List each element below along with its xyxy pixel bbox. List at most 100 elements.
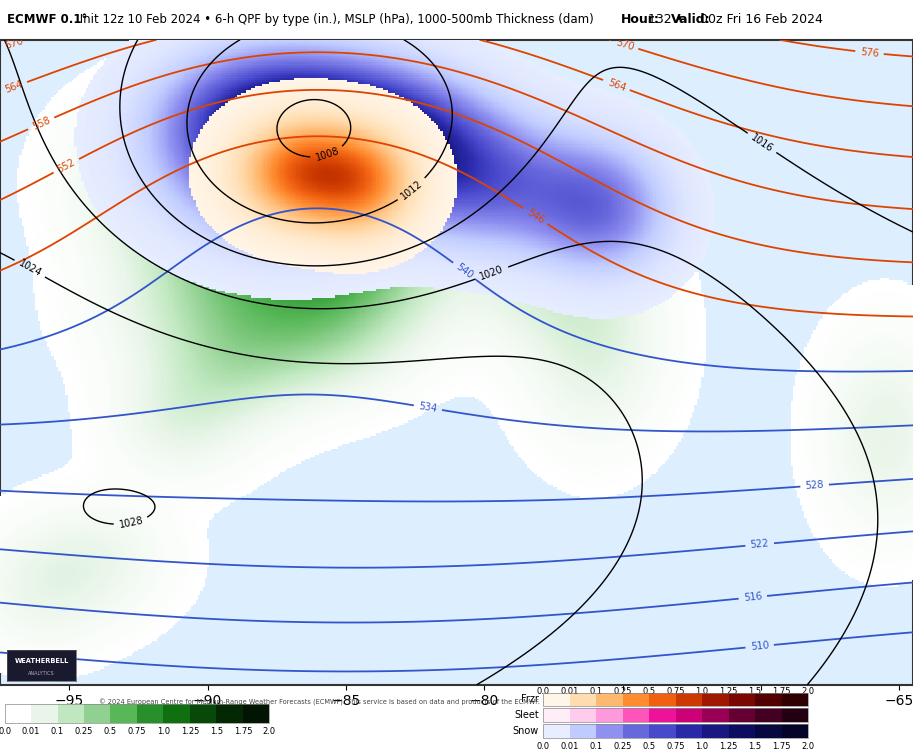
Text: 0.25: 0.25 xyxy=(614,687,632,696)
Bar xyxy=(623,724,649,737)
Text: 570: 570 xyxy=(614,37,635,52)
Text: 528: 528 xyxy=(805,480,824,491)
Bar xyxy=(5,704,269,722)
Text: 516: 516 xyxy=(743,592,762,603)
Text: 540: 540 xyxy=(454,262,475,280)
Text: WEATHERBELL: WEATHERBELL xyxy=(15,658,68,664)
Bar xyxy=(596,708,623,722)
Text: 1028: 1028 xyxy=(118,516,144,530)
Bar xyxy=(243,704,269,722)
Text: 0.1: 0.1 xyxy=(590,742,603,750)
Bar xyxy=(570,692,596,706)
Text: 2.0: 2.0 xyxy=(263,727,276,736)
Text: 1.75: 1.75 xyxy=(772,687,791,696)
Bar xyxy=(5,704,31,722)
Text: 0.75: 0.75 xyxy=(666,742,685,750)
Text: 0.1: 0.1 xyxy=(590,687,603,696)
Text: Valid:: Valid: xyxy=(671,13,710,26)
Bar xyxy=(570,708,596,722)
Bar xyxy=(543,724,808,737)
Text: 0.1: 0.1 xyxy=(51,727,64,736)
Bar xyxy=(676,724,702,737)
Bar xyxy=(190,704,216,722)
Bar xyxy=(596,692,623,706)
Bar xyxy=(84,704,110,722)
Text: 0.01: 0.01 xyxy=(22,727,40,736)
Text: Frzr: Frzr xyxy=(520,694,539,704)
Bar xyxy=(782,708,808,722)
Text: 1020: 1020 xyxy=(478,264,505,282)
Text: 558: 558 xyxy=(31,115,52,132)
Text: 0.0: 0.0 xyxy=(537,742,550,750)
Bar xyxy=(543,708,808,722)
Text: 564: 564 xyxy=(4,80,24,95)
Text: 534: 534 xyxy=(418,401,438,414)
Bar xyxy=(137,704,163,722)
Text: 0.5: 0.5 xyxy=(643,742,656,750)
Text: 0.01: 0.01 xyxy=(561,742,579,750)
Text: 1012: 1012 xyxy=(399,178,425,201)
Text: 0.01: 0.01 xyxy=(561,687,579,696)
Bar xyxy=(782,692,808,706)
Bar xyxy=(596,724,623,737)
Text: 1.0: 1.0 xyxy=(157,727,170,736)
Text: 570: 570 xyxy=(4,36,24,51)
Bar xyxy=(676,708,702,722)
Bar xyxy=(649,724,676,737)
Text: 1.0: 1.0 xyxy=(696,687,708,696)
Text: 2.0: 2.0 xyxy=(802,742,814,750)
Text: Snow: Snow xyxy=(512,726,539,736)
Bar xyxy=(649,708,676,722)
Text: 0.25: 0.25 xyxy=(75,727,93,736)
Bar xyxy=(163,704,190,722)
Text: 132 •: 132 • xyxy=(644,13,687,26)
Text: 1.5: 1.5 xyxy=(210,727,223,736)
Text: 00z Fri 16 Feb 2024: 00z Fri 16 Feb 2024 xyxy=(696,13,823,26)
Text: 1.75: 1.75 xyxy=(234,727,252,736)
Text: 1016: 1016 xyxy=(749,132,775,154)
Text: 510: 510 xyxy=(750,640,770,652)
Bar xyxy=(623,708,649,722)
Text: 522: 522 xyxy=(750,538,770,550)
Text: 1008: 1008 xyxy=(314,146,341,164)
Bar xyxy=(58,704,84,722)
Bar xyxy=(216,704,243,722)
Bar xyxy=(755,692,782,706)
Text: 0.75: 0.75 xyxy=(128,727,146,736)
Bar xyxy=(782,724,808,737)
Bar xyxy=(31,704,58,722)
Text: 0.0: 0.0 xyxy=(0,727,11,736)
Bar xyxy=(110,704,137,722)
Bar xyxy=(543,692,808,706)
Bar xyxy=(570,724,596,737)
Text: ECMWF 0.1°: ECMWF 0.1° xyxy=(7,13,88,26)
Text: 0.75: 0.75 xyxy=(666,687,685,696)
Bar xyxy=(729,724,755,737)
Text: 576: 576 xyxy=(860,46,879,58)
Bar xyxy=(543,692,570,706)
Bar xyxy=(543,708,570,722)
Bar xyxy=(623,692,649,706)
Bar xyxy=(755,724,782,737)
Bar xyxy=(676,692,702,706)
Text: 0.25: 0.25 xyxy=(614,742,632,750)
Bar xyxy=(729,692,755,706)
Text: © 2024 European Centre for Medium-Range Weather Forecasts (ECMWF). This service : © 2024 European Centre for Medium-Range … xyxy=(99,699,540,706)
Text: 0.5: 0.5 xyxy=(104,727,117,736)
Bar xyxy=(543,724,570,737)
Bar xyxy=(702,708,729,722)
Text: 2.0: 2.0 xyxy=(802,687,814,696)
Text: Init 12z 10 Feb 2024 • 6-h QPF by type (in.), MSLP (hPa), 1000-500mb Thickness (: Init 12z 10 Feb 2024 • 6-h QPF by type (… xyxy=(76,13,593,26)
Text: 0.0: 0.0 xyxy=(537,687,550,696)
Text: 1.5: 1.5 xyxy=(749,742,761,750)
Text: 1.5: 1.5 xyxy=(749,687,761,696)
Text: Hour:: Hour: xyxy=(621,13,660,26)
Bar xyxy=(729,708,755,722)
Bar xyxy=(702,724,729,737)
Text: 546: 546 xyxy=(525,207,546,226)
Text: 552: 552 xyxy=(56,157,77,175)
Text: 1.25: 1.25 xyxy=(719,742,738,750)
Bar xyxy=(649,692,676,706)
Bar xyxy=(755,708,782,722)
Text: 1.0: 1.0 xyxy=(696,742,708,750)
